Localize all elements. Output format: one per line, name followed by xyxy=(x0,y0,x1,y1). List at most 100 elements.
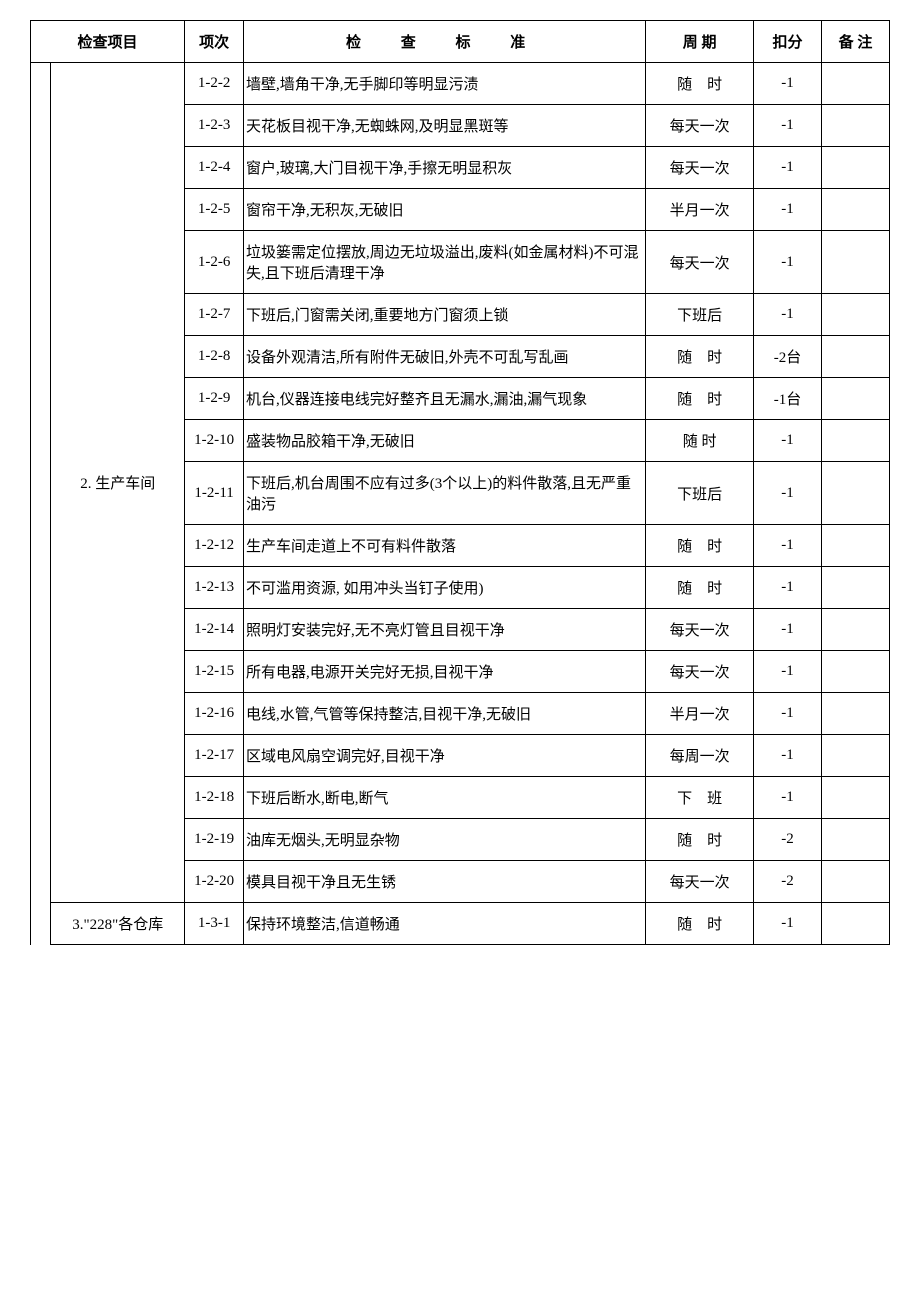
remark-cell xyxy=(821,651,889,693)
seq-cell: 1-2-8 xyxy=(185,336,244,378)
seq-cell: 1-2-12 xyxy=(185,525,244,567)
stub-cell xyxy=(31,63,51,903)
cycle-cell: 随 时 xyxy=(646,525,754,567)
seq-cell: 1-2-20 xyxy=(185,861,244,903)
cycle-cell: 随 时 xyxy=(646,336,754,378)
deduct-cell: -1台 xyxy=(753,378,821,420)
standard-cell: 窗户,玻璃,大门目视干净,手擦无明显积灰 xyxy=(244,147,646,189)
seq-cell: 1-2-7 xyxy=(185,294,244,336)
deduct-cell: -1 xyxy=(753,294,821,336)
cycle-cell: 每天一次 xyxy=(646,105,754,147)
seq-cell: 1-2-11 xyxy=(185,462,244,525)
cycle-cell: 每天一次 xyxy=(646,861,754,903)
table-row: 2. 生产车间1-2-2墙壁,墙角干净,无手脚印等明显污渍随 时-1 xyxy=(31,63,890,105)
standard-cell: 垃圾篓需定位摆放,周边无垃圾溢出,废料(如金属材料)不可混失,且下班后清理干净 xyxy=(244,231,646,294)
standard-cell: 油库无烟头,无明显杂物 xyxy=(244,819,646,861)
deduct-cell: -1 xyxy=(753,735,821,777)
deduct-cell: -1 xyxy=(753,420,821,462)
remark-cell xyxy=(821,777,889,819)
deduct-cell: -1 xyxy=(753,231,821,294)
cycle-cell: 随 时 xyxy=(646,567,754,609)
cycle-cell: 下 班 xyxy=(646,777,754,819)
standard-cell: 照明灯安装完好,无不亮灯管且目视干净 xyxy=(244,609,646,651)
seq-cell: 1-2-3 xyxy=(185,105,244,147)
cycle-cell: 随 时 xyxy=(646,903,754,945)
remark-cell xyxy=(821,105,889,147)
table-body: 2. 生产车间1-2-2墙壁,墙角干净,无手脚印等明显污渍随 时-11-2-3天… xyxy=(31,63,890,945)
header-cycle: 周 期 xyxy=(646,21,754,63)
seq-cell: 1-2-15 xyxy=(185,651,244,693)
header-seq: 项次 xyxy=(185,21,244,63)
deduct-cell: -2台 xyxy=(753,336,821,378)
remark-cell xyxy=(821,336,889,378)
remark-cell xyxy=(821,693,889,735)
standard-cell: 保持环境整洁,信道畅通 xyxy=(244,903,646,945)
deduct-cell: -2 xyxy=(753,861,821,903)
seq-cell: 1-2-19 xyxy=(185,819,244,861)
category-cell: 3."228"各仓库 xyxy=(51,903,185,945)
seq-cell: 1-2-2 xyxy=(185,63,244,105)
header-category: 检查项目 xyxy=(31,21,185,63)
header-remark: 备 注 xyxy=(821,21,889,63)
standard-cell: 不可滥用资源, 如用冲头当钉子使用) xyxy=(244,567,646,609)
header-standard: 检 查 标 准 xyxy=(244,21,646,63)
standard-cell: 区域电风扇空调完好,目视干净 xyxy=(244,735,646,777)
standard-cell: 模具目视干净且无生锈 xyxy=(244,861,646,903)
deduct-cell: -1 xyxy=(753,189,821,231)
cycle-cell: 下班后 xyxy=(646,462,754,525)
remark-cell xyxy=(821,819,889,861)
standard-cell: 机台,仪器连接电线完好整齐且无漏水,漏油,漏气现象 xyxy=(244,378,646,420)
cycle-cell: 每天一次 xyxy=(646,651,754,693)
seq-cell: 1-2-16 xyxy=(185,693,244,735)
cycle-cell: 每天一次 xyxy=(646,231,754,294)
seq-cell: 1-3-1 xyxy=(185,903,244,945)
standard-cell: 所有电器,电源开关完好无损,目视干净 xyxy=(244,651,646,693)
standard-cell: 窗帘干净,无积灰,无破旧 xyxy=(244,189,646,231)
deduct-cell: -1 xyxy=(753,105,821,147)
standard-cell: 下班后断水,断电,断气 xyxy=(244,777,646,819)
standard-cell: 电线,水管,气管等保持整洁,目视干净,无破旧 xyxy=(244,693,646,735)
deduct-cell: -1 xyxy=(753,609,821,651)
deduct-cell: -1 xyxy=(753,693,821,735)
standard-cell: 墙壁,墙角干净,无手脚印等明显污渍 xyxy=(244,63,646,105)
deduct-cell: -1 xyxy=(753,651,821,693)
cycle-cell: 随 时 xyxy=(646,378,754,420)
cycle-cell: 下班后 xyxy=(646,294,754,336)
standard-cell: 下班后,机台周围不应有过多(3个以上)的料件散落,且无严重油污 xyxy=(244,462,646,525)
cycle-cell: 随 时 xyxy=(646,819,754,861)
remark-cell xyxy=(821,63,889,105)
cycle-cell: 半月一次 xyxy=(646,693,754,735)
deduct-cell: -1 xyxy=(753,567,821,609)
seq-cell: 1-2-17 xyxy=(185,735,244,777)
remark-cell xyxy=(821,462,889,525)
seq-cell: 1-2-6 xyxy=(185,231,244,294)
remark-cell xyxy=(821,147,889,189)
deduct-cell: -1 xyxy=(753,147,821,189)
seq-cell: 1-2-4 xyxy=(185,147,244,189)
cycle-cell: 每周一次 xyxy=(646,735,754,777)
standard-cell: 生产车间走道上不可有料件散落 xyxy=(244,525,646,567)
header-deduct: 扣分 xyxy=(753,21,821,63)
cycle-cell: 每天一次 xyxy=(646,609,754,651)
cycle-cell: 随 时 xyxy=(646,420,754,462)
remark-cell xyxy=(821,567,889,609)
standard-cell: 设备外观清洁,所有附件无破旧,外壳不可乱写乱画 xyxy=(244,336,646,378)
standard-cell: 下班后,门窗需关闭,重要地方门窗须上锁 xyxy=(244,294,646,336)
seq-cell: 1-2-18 xyxy=(185,777,244,819)
seq-cell: 1-2-13 xyxy=(185,567,244,609)
remark-cell xyxy=(821,609,889,651)
inspection-table: 检查项目 项次 检 查 标 准 周 期 扣分 备 注 2. 生产车间1-2-2墙… xyxy=(30,20,890,945)
category-cell: 2. 生产车间 xyxy=(51,63,185,903)
deduct-cell: -1 xyxy=(753,525,821,567)
remark-cell xyxy=(821,189,889,231)
seq-cell: 1-2-9 xyxy=(185,378,244,420)
deduct-cell: -1 xyxy=(753,903,821,945)
standard-cell: 盛装物品胶箱干净,无破旧 xyxy=(244,420,646,462)
standard-cell: 天花板目视干净,无蜘蛛网,及明显黑斑等 xyxy=(244,105,646,147)
cycle-cell: 随 时 xyxy=(646,63,754,105)
remark-cell xyxy=(821,861,889,903)
remark-cell xyxy=(821,735,889,777)
table-row: 3."228"各仓库1-3-1保持环境整洁,信道畅通随 时-1 xyxy=(31,903,890,945)
remark-cell xyxy=(821,420,889,462)
deduct-cell: -1 xyxy=(753,777,821,819)
